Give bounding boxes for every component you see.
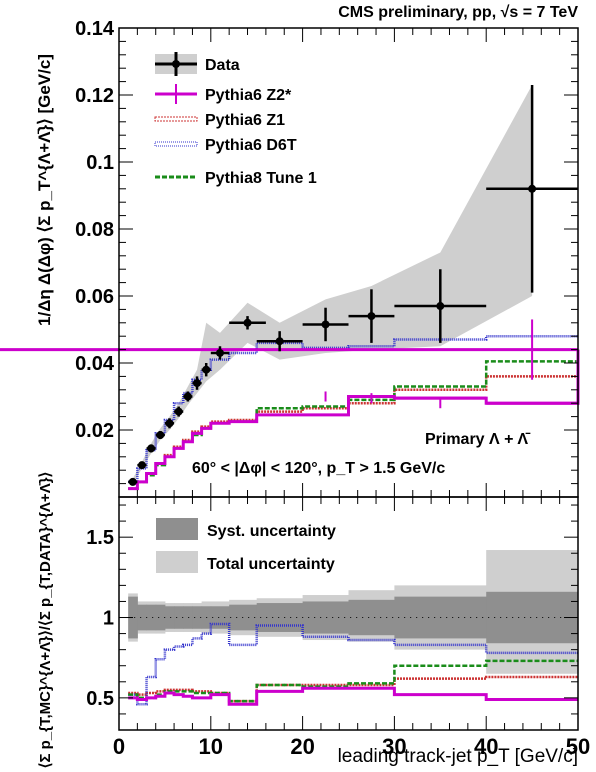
data-point xyxy=(436,302,445,311)
ratio-series-d6t xyxy=(128,622,578,706)
legend-label-d6t: Pythia6 D6T xyxy=(205,137,297,154)
data-uncertainty-band xyxy=(132,84,533,485)
data-point xyxy=(243,318,252,327)
syst-band-bin xyxy=(155,604,166,631)
top-y-tick-label: 0.04 xyxy=(75,353,115,375)
data-point xyxy=(215,348,224,357)
data-point xyxy=(147,444,156,453)
top-y-tick-label: 0.1 xyxy=(86,152,114,174)
top-y-tick-label: 0.06 xyxy=(75,286,114,308)
top-y-tick-label: 0.02 xyxy=(75,420,114,442)
legend-d6t: Pythia6 D6T xyxy=(154,137,297,154)
legend-label-syst: Syst. uncertainty xyxy=(207,523,336,540)
legend-label-total: Total uncertainty xyxy=(207,556,335,573)
bottom-panel-frame xyxy=(118,496,579,731)
data-point xyxy=(367,312,376,321)
syst-band-bin xyxy=(174,606,184,629)
syst-band-bin xyxy=(302,601,349,634)
x-tick-label: 50 xyxy=(566,734,590,759)
ratio-series-z2 xyxy=(128,686,578,706)
x-tick-label: 0 xyxy=(113,734,125,759)
bottom-y-tick-label: 1 xyxy=(103,608,114,630)
species-annotation: Primary Λ + Λ̄ xyxy=(425,431,531,448)
data-point xyxy=(128,477,137,486)
legend-z1: Pythia6 Z1 xyxy=(154,112,285,129)
legend-label-p8: Pythia8 Tune 1 xyxy=(205,170,317,187)
y-axis-label-top: 1/Δη Δ(Δφ) ⟨Σ p_T^{Λ+Λ̄}⟩ [GeV/c] xyxy=(35,54,54,326)
top-data-points xyxy=(128,84,578,486)
data-point xyxy=(528,184,537,193)
syst-band-bin xyxy=(128,596,138,639)
legend-label-z1: Pythia6 Z1 xyxy=(205,112,285,129)
syst-band-bin xyxy=(486,591,579,644)
legend-z2: Pythia6 Z2* xyxy=(155,84,292,104)
data-point xyxy=(165,419,174,428)
data-point xyxy=(137,461,146,470)
legend-top: Data Pythia6 Z2* Pythia6 Z1 Pythia6 D6T … xyxy=(154,52,317,187)
syst-band-bin xyxy=(164,606,175,629)
syst-band-bin xyxy=(348,599,395,636)
x-axis-label: leading track-jet p_T [GeV/c] xyxy=(338,746,578,767)
axes: 0 10 20 30 40 50 0.02 0.04 0.06 0.08 0.1 0.12 0.14 0.… xyxy=(75,18,590,759)
x-tick-label: 30 xyxy=(382,734,406,759)
syst-band-bin xyxy=(146,604,157,631)
top-y-tick-label: 0.14 xyxy=(75,18,115,40)
syst-band-bin xyxy=(256,603,304,632)
data-point xyxy=(174,407,183,416)
legend-total-swatch xyxy=(156,551,198,573)
syst-band-bin xyxy=(210,606,230,629)
ratio-series-z1 xyxy=(128,675,578,703)
top-uncertainty-band xyxy=(132,84,533,485)
bottom-y-tick-label: 1.5 xyxy=(86,527,114,549)
top-y-tick-label: 0.08 xyxy=(75,219,114,241)
x-tick-label: 20 xyxy=(290,734,314,759)
x-tick-label: 40 xyxy=(474,734,498,759)
y-axis-label-bottom: ⟨Σ p_{T,MC}^{Λ+Λ̄}⟩/⟨Σ p_{T,DATA}^{Λ+Λ̄}… xyxy=(37,472,54,769)
ratio-uncertainty-bands xyxy=(128,550,579,674)
cuts-annotation: 60° < |Δφ| < 120°, p_T > 1.5 GeV/c xyxy=(192,460,445,477)
top-y-tick-label: 0.12 xyxy=(75,85,114,107)
legend-label-data: Data xyxy=(205,57,240,74)
legend-label-z2: Pythia6 Z2* xyxy=(205,87,292,104)
ratio-mc-series xyxy=(128,622,578,706)
syst-band-bin xyxy=(183,606,193,629)
x-tick-label: 10 xyxy=(199,734,223,759)
data-point xyxy=(183,392,192,401)
figure-header: CMS preliminary, pp, √s = 7 TeV xyxy=(338,4,578,21)
data-point xyxy=(321,320,330,329)
syst-band-bin xyxy=(137,604,148,631)
syst-band-bin xyxy=(229,604,258,631)
syst-band-bin xyxy=(192,606,203,629)
legend-p8: Pythia8 Tune 1 xyxy=(155,170,317,187)
legend-syst-swatch xyxy=(156,518,198,540)
legend-data: Data xyxy=(155,52,240,76)
bottom-y-tick-label: 0.5 xyxy=(86,688,114,710)
data-point xyxy=(202,365,211,374)
data-point xyxy=(275,337,284,346)
data-point xyxy=(156,431,165,440)
data-point xyxy=(193,379,202,388)
legend-bottom: Syst. uncertainty Total uncertainty xyxy=(156,518,336,573)
